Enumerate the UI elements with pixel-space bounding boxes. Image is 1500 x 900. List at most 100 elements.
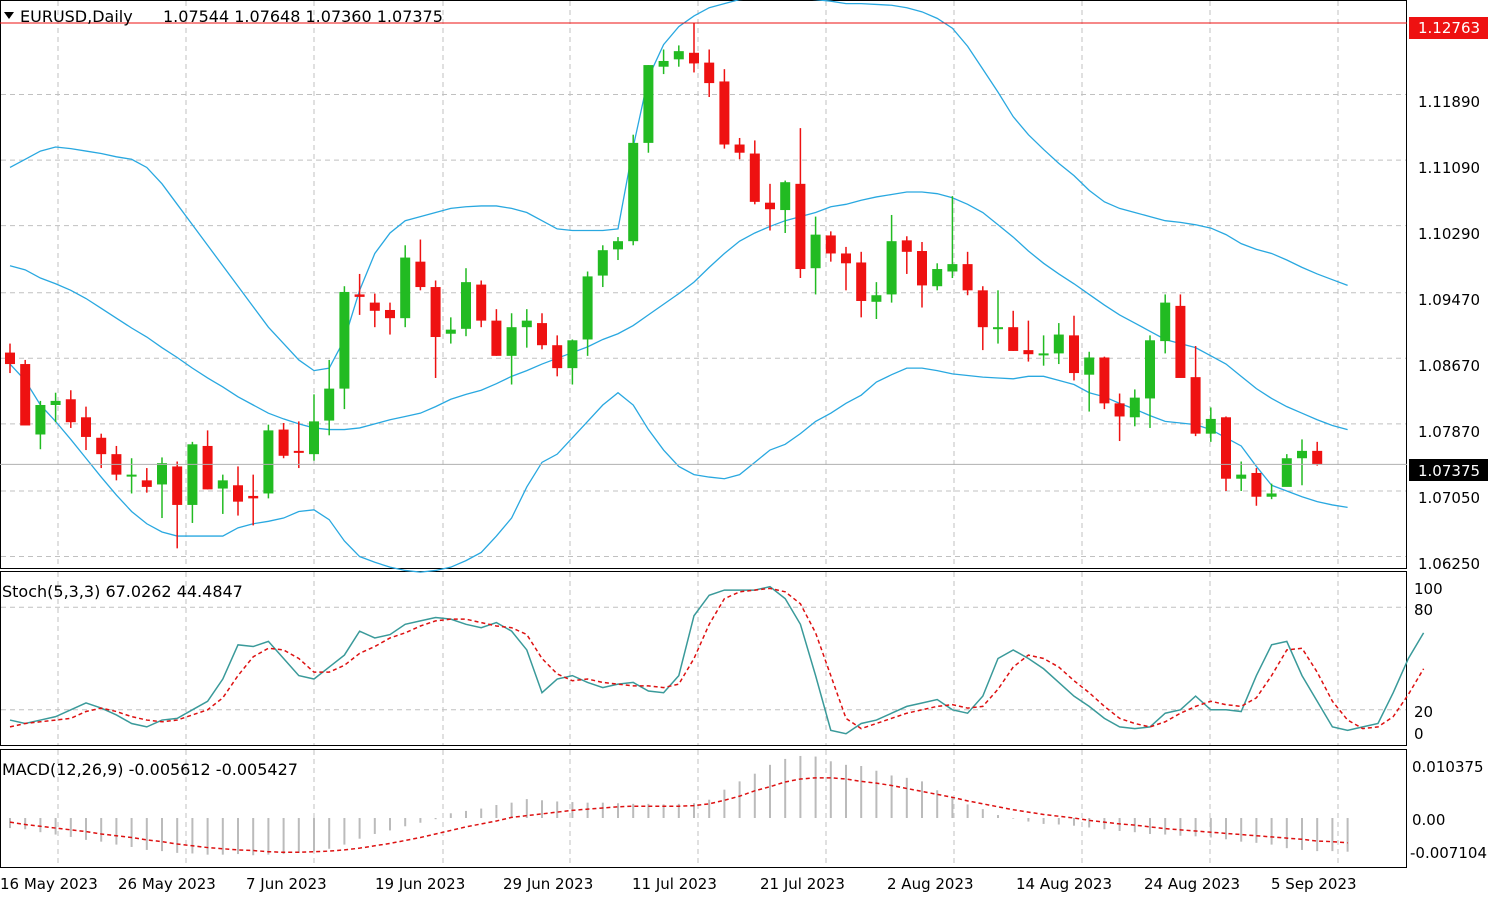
candle-body (841, 253, 851, 264)
candle-body (5, 352, 15, 365)
candle-body (1312, 450, 1323, 464)
candle-body (993, 327, 1003, 330)
price-label-6: 1.07870 (1418, 423, 1480, 441)
candle-body (35, 404, 46, 435)
stoch-axis: 100 80 20 0 (1414, 580, 1443, 743)
date-axis: 16 May 2023 26 May 2023 7 Jun 2023 19 Ju… (0, 875, 1357, 893)
candle-body (81, 417, 91, 437)
candle-body (567, 340, 578, 369)
stoch-main-line (9, 585, 1425, 735)
candle-body (1084, 357, 1095, 375)
candlesticks (5, 23, 1323, 549)
candle-body (871, 295, 882, 302)
candle-body (537, 323, 547, 346)
candle-body (1145, 340, 1155, 399)
macd-pane[interactable] (0, 749, 1407, 868)
date-label-5: 29 Jun 2023 (503, 875, 593, 893)
candle-body (506, 327, 517, 356)
current-price-tag (1409, 459, 1488, 481)
candle-body (962, 264, 973, 291)
current-price-tag-label: 1.07375 (1418, 462, 1480, 480)
candle-body (613, 241, 623, 250)
price-label-1: 1.11890 (1418, 93, 1480, 111)
candle-body (217, 480, 228, 489)
price-label-5: 1.08670 (1418, 357, 1480, 375)
candle-body (445, 329, 456, 334)
candle-body (293, 450, 304, 453)
symbol-label: EURUSD,Daily (20, 7, 133, 26)
macd-histogram (9, 755, 1349, 856)
candle-body (673, 51, 684, 60)
candle-body (597, 250, 608, 276)
macd-label-zero: 0.00 (1412, 811, 1445, 829)
candle-body (385, 309, 395, 319)
candle-body (810, 234, 821, 269)
candle-body (1190, 377, 1201, 434)
stoch-label-100: 100 (1414, 580, 1443, 598)
candle-body (369, 302, 380, 311)
candle-body (430, 287, 441, 338)
candle-body (157, 463, 167, 485)
candle-body (50, 400, 61, 405)
candle-body (491, 320, 502, 356)
candle-body (309, 421, 319, 455)
candle-body (20, 364, 31, 426)
candle-body (856, 262, 867, 301)
grid-lines (1, 1, 1406, 867)
candle-body (734, 144, 745, 153)
candle-body (202, 445, 213, 490)
dropdown-triangle-icon[interactable] (4, 12, 14, 19)
candle-body (400, 257, 411, 319)
candle-body (96, 437, 107, 455)
candle-body (263, 430, 274, 494)
candle-body (354, 294, 365, 297)
candle-body (886, 241, 897, 295)
price-pane[interactable] (0, 0, 1407, 569)
stochastic-lines (9, 585, 1425, 735)
candle-body (233, 485, 243, 502)
candle-body (1251, 472, 1262, 497)
price-label-3: 1.10290 (1418, 225, 1480, 243)
candle-body (65, 399, 76, 423)
date-label-6: 11 Jul 2023 (632, 875, 717, 893)
candle-body (248, 495, 259, 499)
candle-body (1236, 474, 1247, 479)
candle-body (1205, 418, 1216, 434)
candle-body (552, 345, 563, 369)
candle-body (339, 291, 350, 389)
candle-body (1023, 350, 1034, 355)
candle-body (689, 52, 699, 64)
candle-body (825, 235, 836, 254)
bollinger-bands (9, 0, 1348, 573)
candle-body (901, 240, 912, 252)
date-label-7: 21 Jul 2023 (760, 875, 845, 893)
date-label-10: 24 Aug 2023 (1144, 875, 1240, 893)
candle-body (977, 290, 988, 328)
stoch-signal-line (9, 587, 1425, 730)
price-label-4: 1.09470 (1418, 291, 1480, 309)
candle-body (947, 264, 958, 272)
date-label-8: 2 Aug 2023 (887, 875, 974, 893)
high-price-tag-label: 1.12763 (1418, 19, 1480, 37)
candle-body (476, 284, 487, 321)
candle-body (932, 269, 943, 287)
candle-body (1069, 335, 1079, 374)
candle-body (704, 62, 715, 84)
candle-body (1129, 397, 1140, 418)
date-label-11: 5 Sep 2023 (1271, 875, 1357, 893)
stoch-label-20: 20 (1414, 703, 1433, 721)
candle-body (1114, 403, 1125, 417)
macd-header: MACD(12,26,9) -0.005612 -0.005427 (2, 760, 298, 779)
candle-body (795, 183, 806, 270)
stoch-pane[interactable] (0, 571, 1407, 746)
price-label-7: 1.07050 (1418, 489, 1480, 507)
candle-body (719, 81, 730, 145)
candle-body (521, 320, 532, 328)
date-label-9: 14 Aug 2023 (1016, 875, 1112, 893)
stoch-label-80: 80 (1414, 601, 1433, 619)
date-label-3: 7 Jun 2023 (246, 875, 327, 893)
candle-body (658, 60, 669, 67)
macd-label-bottom: -0.007104 (1410, 844, 1487, 862)
candle-body (1266, 493, 1277, 497)
